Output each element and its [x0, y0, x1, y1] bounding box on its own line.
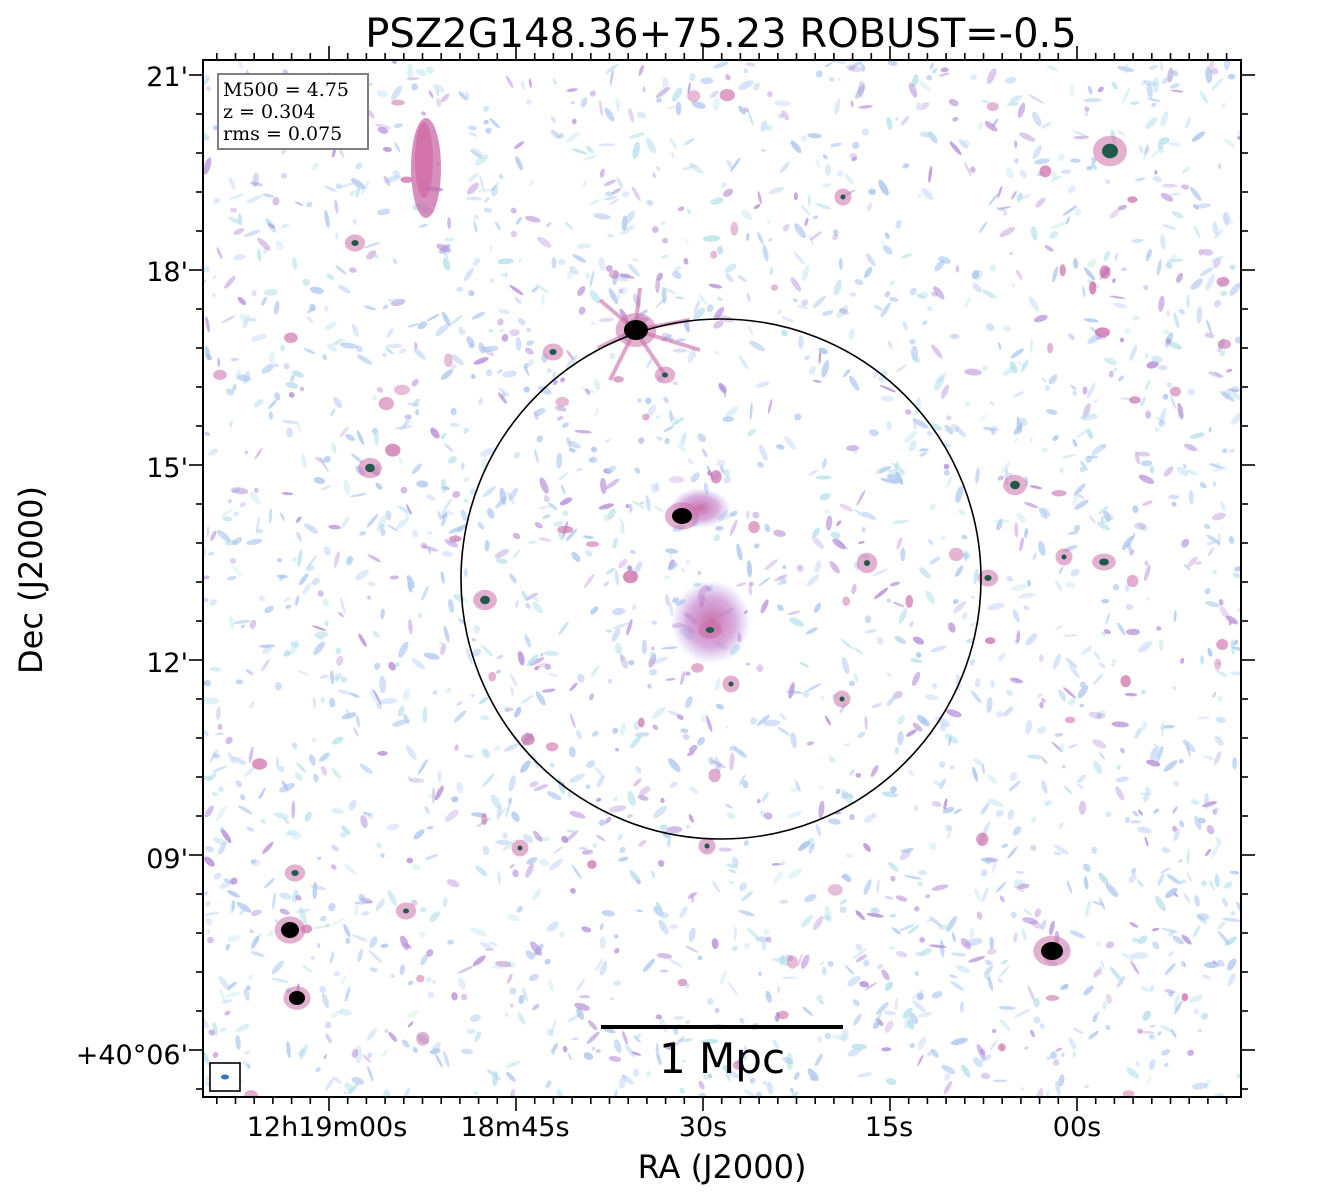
- y-axis-label: Dec (J2000): [12, 486, 50, 674]
- scale-bar-label: 1 Mpc: [659, 1034, 785, 1083]
- x-tick-label: 12h19m00s: [247, 1112, 408, 1143]
- axis-ticks: [189, 46, 1255, 1111]
- y-tick-labels: 21' 18' 15' 12' 09' +40°06': [76, 62, 188, 1071]
- redshift-label: z = 0.304: [223, 101, 315, 123]
- y-tick-label: 09': [146, 844, 188, 875]
- x-tick-labels: 12h19m00s 18m45s 30s 15s 00s: [247, 1112, 1102, 1143]
- x-axis-label: RA (J2000): [638, 1148, 807, 1186]
- x-tick-label: 30s: [679, 1112, 727, 1143]
- noise-texture: [203, 60, 1241, 1097]
- info-box: M500 = 4.75 z = 0.304 rms = 0.075: [217, 73, 369, 150]
- x-tick-label: 15s: [865, 1112, 913, 1143]
- scale-bar: 1 Mpc: [601, 1025, 843, 1083]
- y-tick-label: 18': [146, 257, 188, 288]
- rms-label: rms = 0.075: [223, 123, 342, 145]
- y-tick-label: 12': [146, 648, 188, 679]
- beam-indicator: [209, 1062, 241, 1092]
- x-tick-label: 00s: [1053, 1112, 1101, 1143]
- mass-label: M500 = 4.75: [223, 79, 349, 101]
- x-tick-label: 18m45s: [460, 1112, 569, 1143]
- y-tick-label: +40°06': [76, 1040, 188, 1071]
- y-tick-label: 21': [146, 62, 188, 93]
- image-plot-area: [202, 59, 1242, 1098]
- r500-circle: [460, 318, 982, 840]
- y-tick-label: 15': [146, 453, 188, 484]
- compact-sources: [274, 135, 1127, 1010]
- figure-title: PSZ2G148.36+75.23 ROBUST=-0.5: [365, 11, 1076, 57]
- beam-ellipse: [221, 1074, 229, 1080]
